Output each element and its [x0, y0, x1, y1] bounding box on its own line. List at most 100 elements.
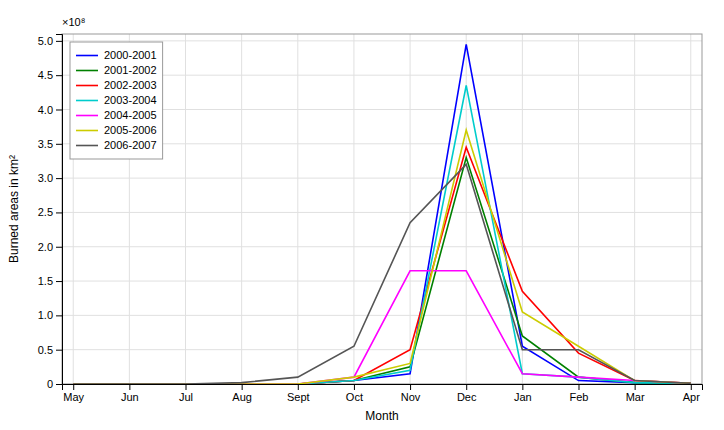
legend-swatch — [76, 145, 98, 147]
y-tick-label: 1.0 — [38, 309, 53, 321]
y-tick-label: 4.0 — [38, 104, 53, 116]
series-line — [73, 158, 691, 384]
y-tick: 4.0 — [38, 104, 62, 116]
x-axis-line — [63, 385, 703, 391]
x-tick-label: Jul — [179, 391, 193, 403]
grid-line-x — [410, 34, 411, 384]
y-tick-mark — [56, 247, 62, 248]
legend-item: 2002-2003 — [76, 79, 157, 91]
y-tick: 3.5 — [38, 138, 62, 150]
x-tick-label: Feb — [570, 391, 589, 403]
legend-box — [70, 42, 163, 159]
y-tick-mark — [56, 109, 62, 110]
x-tick: Jan — [514, 384, 532, 403]
legend-item: 2005-2006 — [76, 124, 157, 136]
x-tick-mark — [578, 384, 579, 390]
x-tick-mark — [298, 384, 299, 390]
series-line — [73, 147, 691, 384]
legend-label: 2002-2003 — [104, 79, 157, 91]
legend-swatch — [76, 115, 98, 117]
x-tick: Jun — [121, 384, 139, 403]
y-tick-label: 2.5 — [38, 206, 53, 218]
x-tick: Mar — [626, 384, 645, 403]
y-tick-label: 5.0 — [38, 35, 53, 47]
grid-line-y — [62, 281, 702, 282]
x-tick-label: Jun — [121, 391, 139, 403]
x-tick-mark — [129, 384, 130, 390]
series-line — [73, 85, 691, 384]
y-tick-mark — [56, 384, 62, 385]
y-tick-mark — [56, 178, 62, 179]
x-tick-mark — [410, 384, 411, 390]
plot: MayJunJulAugSeptOctNovDecJanFebMarApr00.… — [7, 16, 703, 423]
grid-line-x — [578, 34, 579, 384]
y-tick: 0 — [47, 378, 62, 390]
y-tick-label: 3.5 — [38, 138, 53, 150]
x-tick-label: Nov — [401, 391, 421, 403]
x-tick: Dec — [457, 384, 477, 403]
y-tick: 3.0 — [38, 172, 62, 184]
grid-line-x — [634, 34, 635, 384]
legend-item: 2006-2007 — [76, 139, 157, 151]
legend-label: 2006-2007 — [104, 139, 157, 151]
chart: MayJunJulAugSeptOctNovDecJanFebMarApr00.… — [0, 0, 724, 430]
x-axis: MayJunJulAugSeptOctNovDecJanFebMarApr — [63, 384, 703, 403]
grid-line-y — [62, 40, 702, 41]
x-tick-label: Mar — [626, 391, 645, 403]
legend-swatch — [76, 85, 98, 87]
y-tick: 1.0 — [38, 309, 62, 321]
legend-label: 2004-2005 — [104, 109, 157, 121]
grid — [62, 34, 702, 384]
y-axis-line — [56, 35, 63, 385]
legend-item: 2004-2005 — [76, 109, 157, 121]
grid-line-y — [62, 246, 702, 247]
y-tick-mark — [56, 315, 62, 316]
annotation: ×10⁸ — [62, 16, 85, 28]
grid-line-x — [522, 34, 523, 384]
y-tick-mark — [56, 212, 62, 213]
x-tick: Jul — [179, 384, 193, 403]
x-tick-mark — [242, 384, 243, 390]
series-line — [73, 271, 691, 384]
grid-line-x — [353, 34, 354, 384]
y-tick-label: 2.0 — [38, 241, 53, 253]
y-tick: 4.5 — [38, 69, 62, 81]
y-tick-label: 1.5 — [38, 275, 53, 287]
y-tick-mark — [56, 281, 62, 282]
x-tick-mark — [522, 384, 523, 390]
y-tick-label: 3.0 — [38, 172, 53, 184]
y-tick-mark — [56, 75, 62, 76]
x-tick-mark — [186, 384, 187, 390]
y-tick: 1.5 — [38, 275, 62, 287]
grid-line-y — [62, 212, 702, 213]
legend-swatch — [76, 70, 98, 72]
y-tick: 2.5 — [38, 206, 62, 218]
grid-line-x — [241, 34, 242, 384]
y-tick-label: 4.5 — [38, 69, 53, 81]
legend-label: 2005-2006 — [104, 124, 157, 136]
x-tick-label: Jan — [514, 391, 532, 403]
plot-frame — [62, 34, 702, 384]
x-tick: Feb — [570, 384, 589, 403]
x-tick: Oct — [346, 384, 363, 403]
x-tick: Sept — [287, 384, 310, 403]
x-tick: May — [63, 384, 84, 403]
x-tick-mark — [691, 384, 692, 390]
x-tick-mark — [635, 384, 636, 390]
legend-swatch — [76, 55, 98, 57]
x-tick: Nov — [401, 384, 421, 403]
x-tick: Aug — [232, 384, 252, 403]
legend-item: 2003-2004 — [76, 94, 157, 106]
x-tick-label: Sept — [287, 391, 310, 403]
x-tick-mark — [466, 384, 467, 390]
y-tick-label: 0.5 — [38, 344, 53, 356]
x-tick-label: Aug — [232, 391, 252, 403]
x-tick-mark — [73, 384, 74, 390]
lines — [73, 44, 691, 384]
legend-item: 2001-2002 — [76, 64, 157, 76]
series-line — [73, 44, 691, 384]
x-tick-label: May — [63, 391, 84, 403]
y-tick-label: 0 — [47, 378, 53, 390]
y-axis-title: Burned areas in km² — [7, 155, 21, 263]
legend-label: 2001-2002 — [104, 64, 157, 76]
